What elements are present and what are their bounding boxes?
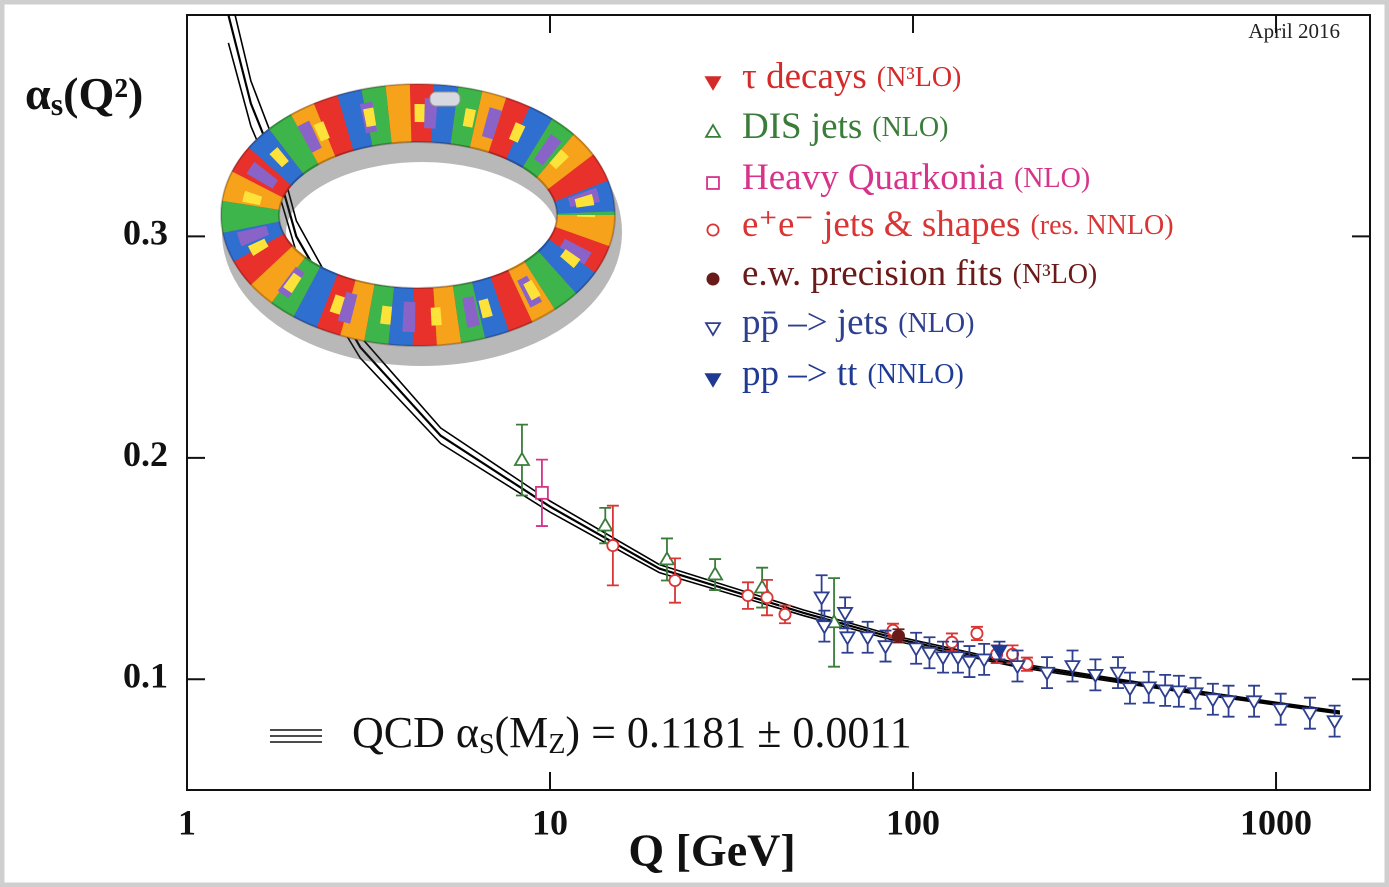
axes: 1 10 100 1000 0.1 0.2 0.3 [123,15,1370,842]
label-part: ) = 0.1181 ± 0.0011 [565,708,911,757]
y-axis-label: αs(Q²) [25,68,143,123]
data-point [1219,695,1238,710]
data-point [876,640,895,655]
legend-marker [704,123,722,138]
data-point [1204,693,1222,708]
legend-entry: τ decays (N³LO) [742,56,961,97]
legend-entry: pp̄ –> jets (NLO) [742,302,974,343]
band-legend: QCD αS(MZ) = 0.1181 ± 0.0011 [270,708,912,760]
date-note: April 2016 [1248,19,1340,43]
data-point [1121,682,1139,697]
data-point [606,539,620,553]
data-point [975,653,993,669]
band-label-text: QCD αS(MZ) = 0.1181 ± 0.0011 [352,708,912,760]
legend: τ decays (N³LO)DIS jets (NLO)Heavy Quarkon… [704,56,1174,394]
y-label-rest: (Q²) [63,68,143,119]
data-point [1038,666,1056,682]
label-part: QCD α [352,708,479,757]
legend-name: τ decays [742,56,867,97]
y-label-sub: s [51,86,63,122]
legend-order: (N³LO) [1013,259,1098,290]
legend-marker [706,272,720,286]
label-sub: Z [548,729,565,760]
data-point [760,591,774,605]
data-point [1272,703,1290,718]
legend-name: pp̄ –> jets [742,302,888,343]
x-tick-label: 1 [178,802,196,842]
x-tick-label: 100 [886,802,940,842]
legend-entry: e.w. precision fits (N³LO) [742,253,1097,294]
data-point [815,620,833,635]
y-label-symbol: α [25,68,51,119]
data-point [1086,669,1104,684]
data-point [1245,695,1263,710]
data-point [668,574,682,588]
legend-entry: Heavy Quarkonia (NLO) [742,157,1090,198]
y-tick-label: 0.1 [123,656,168,696]
legend-name: Heavy Quarkonia [742,157,1004,198]
label-part: (M [495,708,549,757]
legend-order: (N³LO) [877,62,962,93]
y-tick-label: 0.2 [123,434,168,474]
data-point [1063,660,1082,675]
data-point [1186,687,1205,703]
data-point [706,565,724,581]
data-point [934,651,952,666]
data-point [1140,681,1158,697]
legend-marker [704,76,722,91]
legend-marker [706,176,720,190]
legend-order: (NNLO) [867,359,963,390]
data-point [1109,666,1127,682]
x-tick-label: 10 [532,802,568,842]
data-point [741,589,755,603]
data-point [813,591,831,607]
legend-name: e⁺e⁻ jets & shapes [742,204,1020,245]
label-sub: S [479,729,495,760]
legend-entry: pp –> tt (NNLO) [742,353,964,394]
legend-entry: e⁺e⁻ jets & shapes (res. NNLO) [742,204,1174,245]
data-point [960,655,978,671]
data-point [1156,684,1174,700]
legend-name: DIS jets [742,106,862,147]
data-point [907,642,925,658]
data-point [1170,685,1188,701]
data-point [753,578,771,594]
data-point [778,607,792,621]
data-point [535,485,549,500]
legend-entry: DIS jets (NLO) [742,106,948,147]
data-point [513,451,531,466]
data-point [859,631,877,646]
legend-order: (NLO) [898,308,974,339]
legend-name: pp –> tt [742,353,858,394]
data-point [1301,707,1319,722]
legend-name: e.w. precision fits [742,253,1003,294]
data-point [990,644,1009,660]
data-point [891,629,905,643]
legend-order: (res. NNLO) [1030,210,1173,241]
data-point [1008,660,1027,675]
data-point [949,651,967,666]
legend-order: (NLO) [1014,163,1090,194]
x-tick-label: 1000 [1240,802,1312,842]
points-group [269,146,1344,738]
data-point [836,607,854,622]
legend-marker [706,223,720,237]
y-tick-label: 0.3 [123,213,168,253]
legend-marker [704,322,722,337]
bracelet-image [220,83,622,366]
x-axis-label: Q [GeV] [628,825,795,876]
data-point [970,626,984,640]
data-point [920,646,939,662]
data-point [596,516,614,532]
legend-marker [704,373,722,388]
legend-order: (NLO) [872,112,948,143]
data-point [838,631,857,646]
data-point [1326,715,1344,730]
